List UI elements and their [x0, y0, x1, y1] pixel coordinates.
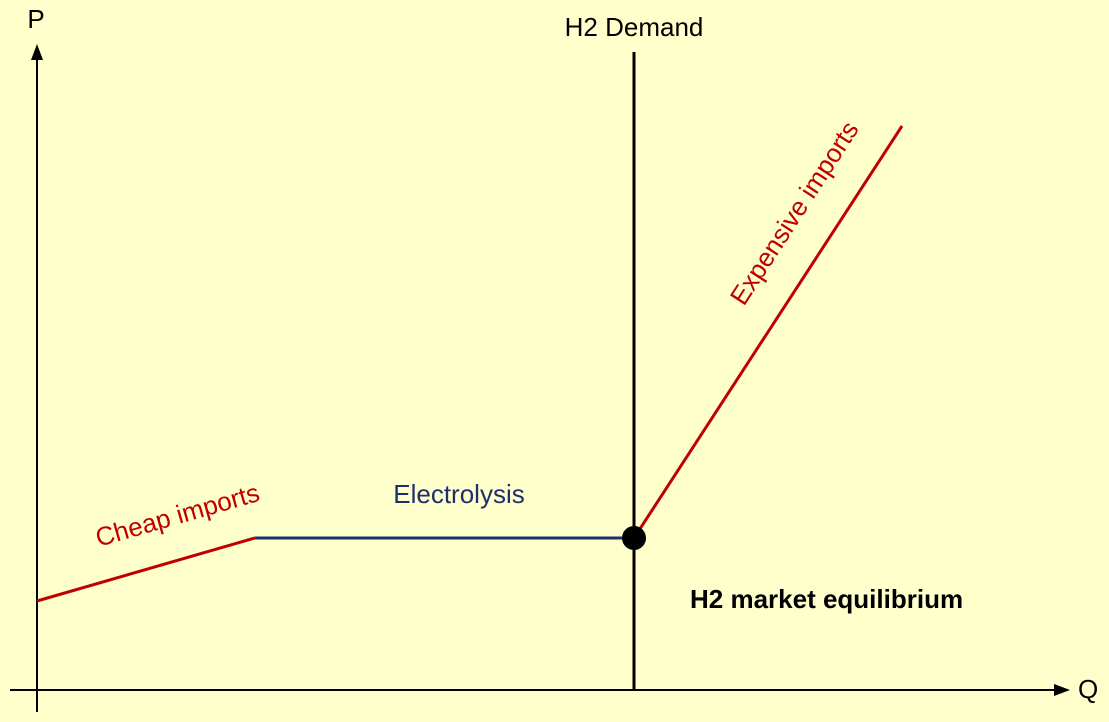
expensive-imports-line: [632, 125, 904, 539]
cheap-imports-line: [36, 536, 256, 603]
x-axis-label: Q: [1078, 674, 1098, 704]
y-axis-arrow: [31, 44, 43, 60]
equilibrium-label: H2 market equilibrium: [690, 584, 963, 614]
x-axis-arrow: [1054, 684, 1070, 696]
demand-label: H2 Demand: [565, 12, 704, 42]
electrolysis-label: Electrolysis: [393, 479, 524, 509]
y-axis-label: P: [27, 4, 44, 34]
equilibrium-point: [622, 526, 646, 550]
